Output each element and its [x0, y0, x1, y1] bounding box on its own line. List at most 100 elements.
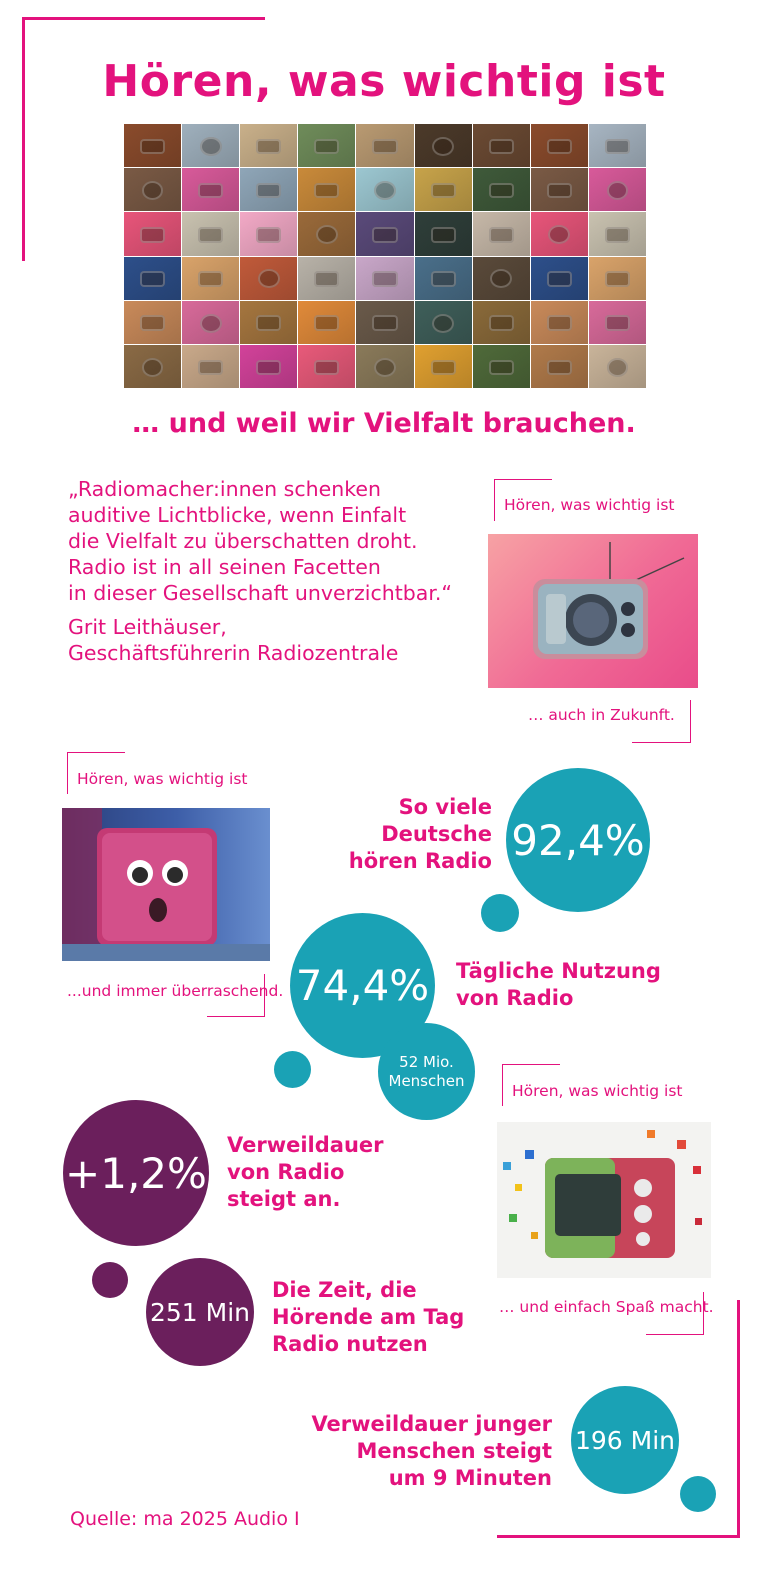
mosaic-tile [124, 300, 182, 344]
mosaic-tile [124, 256, 182, 300]
small-teal-dot [481, 894, 519, 932]
mosaic-tile [588, 300, 646, 344]
mosaic-tile [356, 168, 414, 212]
small-teal-dot [680, 1476, 716, 1512]
mosaic-tile [182, 300, 240, 344]
mosaic-tile [414, 124, 472, 168]
mosaic-tile [240, 168, 298, 212]
quote-line: „Radiomacher:innen schenken [68, 477, 381, 501]
retro-radio-photo [488, 534, 698, 688]
people-stat-line: Menschen [388, 1071, 465, 1090]
card2-bottom-bracket-h [207, 1016, 265, 1017]
mosaic-tile [356, 212, 414, 256]
listeners-stat-bubble: 92,4% [506, 768, 650, 912]
mosaic-tile [472, 256, 530, 300]
pixel-radio-icon [503, 1130, 702, 1258]
mosaic-tile [240, 256, 298, 300]
mosaic-tile [240, 344, 298, 388]
mosaic-tile [298, 124, 356, 168]
minutes-stat-bubble: 251 Min [146, 1258, 254, 1366]
mosaic-tile [588, 344, 646, 388]
daily-stat-label: Tägliche Nutzung von Radio [456, 959, 661, 1010]
mosaic-tile [356, 300, 414, 344]
mosaic-tile [240, 124, 298, 168]
top-left-frame-vertical [22, 17, 25, 261]
mosaic-tile [124, 344, 182, 388]
minutes-stat-value: 251 Min [149, 1297, 251, 1327]
mosaic-tile [124, 212, 182, 256]
mosaic-tile [298, 168, 356, 212]
young-stat-label: Verweildauer junger Menschen steigt um 9… [311, 1412, 552, 1490]
radio-image-mosaic [124, 124, 646, 388]
card3-top-caption: Hören, was wichtig ist [512, 1082, 683, 1100]
mosaic-tile [298, 300, 356, 344]
mosaic-tile [414, 256, 472, 300]
mosaic-tile [530, 300, 588, 344]
mosaic-tile [298, 256, 356, 300]
mosaic-tile [530, 168, 588, 212]
mosaic-tile [414, 168, 472, 212]
quote-block: „Radiomacher:innen schenken auditive Lic… [68, 476, 488, 666]
card3-bottom-bracket-h [646, 1334, 704, 1335]
card3-top-bracket-v [502, 1064, 503, 1106]
card3-top-bracket-h [502, 1064, 560, 1065]
mosaic-tile [356, 344, 414, 388]
dwell-growth-stat-value: +1,2% [65, 1148, 207, 1198]
quote-line: in dieser Gesellschaft unverzichtbar.“ [68, 581, 453, 605]
mosaic-tile [298, 344, 356, 388]
mosaic-tile [182, 212, 240, 256]
small-teal-dot [274, 1051, 311, 1088]
bottom-right-frame-horizontal [497, 1535, 740, 1538]
daily-stat-value: 74,4% [295, 961, 430, 1010]
card2-bottom-bracket-v [264, 974, 265, 1016]
mosaic-tile [182, 124, 240, 168]
card2-top-bracket-h [67, 752, 125, 753]
quote-line: auditive Lichtblicke, wenn Einfalt [68, 503, 407, 527]
mosaic-tile [414, 300, 472, 344]
source-note: Quelle: ma 2025 Audio I [70, 1508, 300, 1530]
listeners-stat-label: So viele Deutsche hören Radio [348, 795, 492, 873]
page-title: Hören, was wichtig ist [102, 56, 666, 107]
mosaic-tile [472, 300, 530, 344]
bottom-right-frame-vertical [737, 1300, 740, 1537]
card1-top-bracket-v [494, 479, 495, 521]
minutes-stat-label: Die Zeit, die Hörende am Tag Radio nutze… [272, 1278, 465, 1356]
retro-radio-icon [533, 542, 685, 659]
card1-bottom-caption: … auch in Zukunft. [528, 706, 675, 724]
mosaic-tile [182, 256, 240, 300]
mosaic-tile [414, 212, 472, 256]
mosaic-tile [472, 212, 530, 256]
mosaic-tile [530, 256, 588, 300]
surprised-speaker-icon [62, 808, 270, 961]
mosaic-tile [530, 344, 588, 388]
card3-bottom-bracket-v [703, 1292, 704, 1334]
mosaic-tile [182, 344, 240, 388]
card2-bottom-caption: ...und immer überraschend. [67, 982, 284, 1000]
card1-bottom-bracket-v [690, 700, 691, 742]
quote-author-name: Grit Leithäuser, [68, 615, 227, 639]
mosaic-tile [588, 124, 646, 168]
mosaic-tile [240, 300, 298, 344]
dwell-growth-stat-label: Verweildauer von Radio steigt an. [227, 1133, 384, 1211]
listeners-stat-value: 92,4% [511, 815, 645, 865]
mosaic-tile [588, 168, 646, 212]
people-stat-bubble: 52 Mio. Menschen [378, 1023, 475, 1120]
small-plum-dot [92, 1262, 128, 1298]
mosaic-tile [298, 212, 356, 256]
quote-line: Radio ist in all seinen Facetten [68, 555, 381, 579]
mosaic-tile [472, 124, 530, 168]
subtitle: … und weil wir Vielfalt brauchen. [132, 408, 636, 439]
mosaic-tile [240, 212, 298, 256]
mosaic-tile [588, 256, 646, 300]
mosaic-tile [124, 168, 182, 212]
quote-author-role: Geschäftsführerin Radiozentrale [68, 641, 399, 665]
mosaic-tile [588, 212, 646, 256]
mosaic-tile [472, 344, 530, 388]
card2-top-bracket-v [67, 752, 68, 794]
top-left-frame-horizontal [22, 17, 265, 20]
card2-top-caption: Hören, was wichtig ist [77, 770, 248, 788]
mosaic-tile [472, 168, 530, 212]
mosaic-tile [124, 124, 182, 168]
mosaic-tile [182, 168, 240, 212]
dwell-growth-stat-bubble: +1,2% [63, 1100, 209, 1246]
